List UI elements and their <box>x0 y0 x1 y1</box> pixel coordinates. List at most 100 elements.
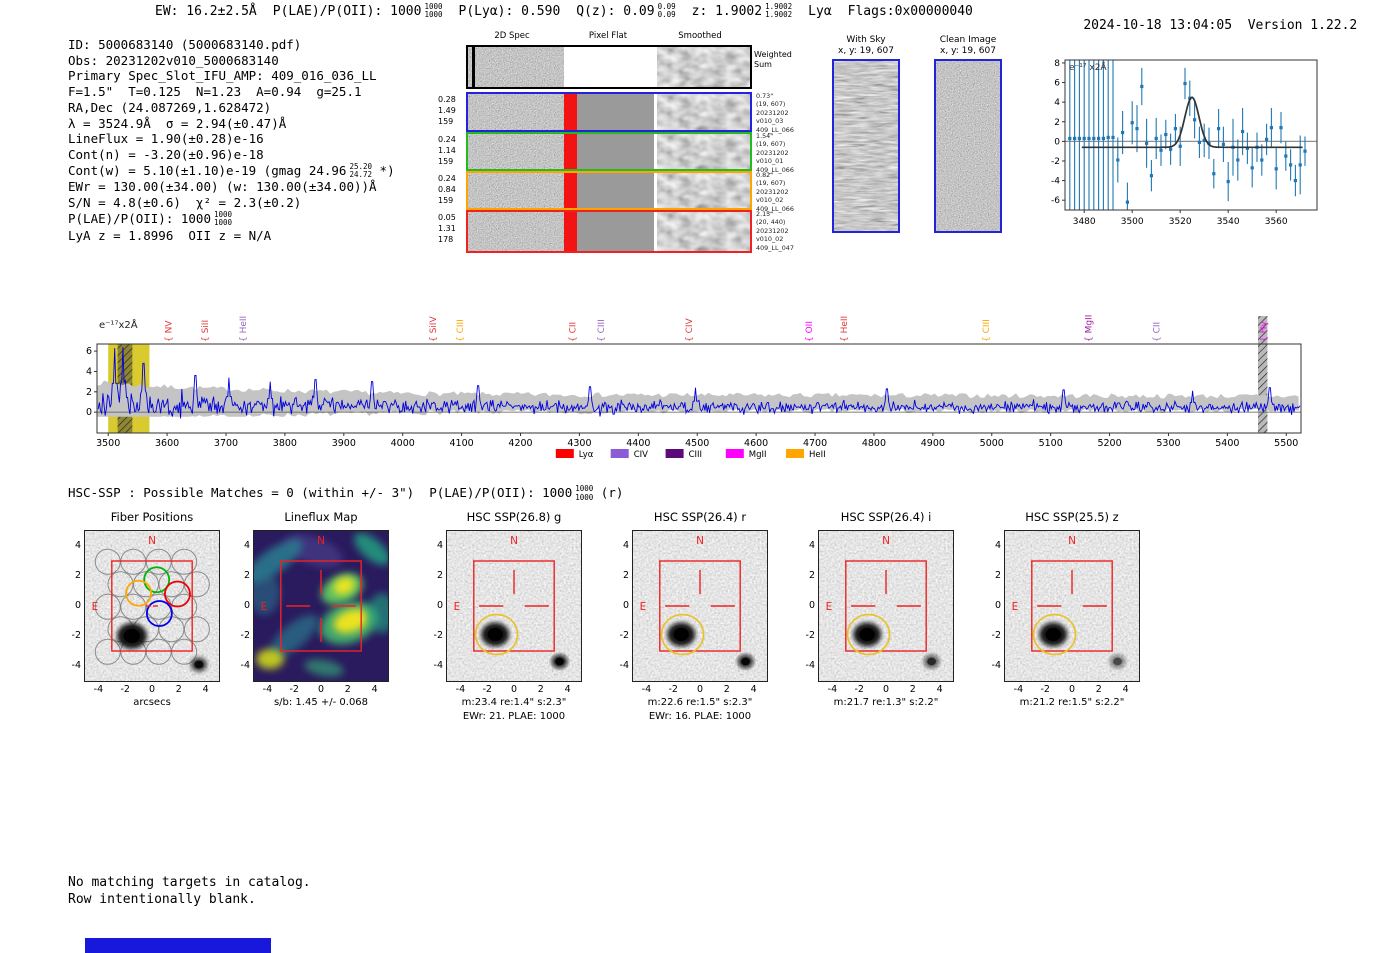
legend-swatch-Lyα <box>555 449 574 458</box>
spec2d-white-line <box>654 173 657 208</box>
header-seg-0: EW: 16.2±2.5Å <box>155 3 257 19</box>
cutout-xlabel: arcsecs <box>133 697 171 708</box>
spec2d-pixelflat-strip <box>577 212 654 251</box>
y-tick-label: 0 <box>74 600 81 611</box>
cutout-lineflux-map: Lineflux Map N E -4 -4 -2 -2 0 0 2 2 4 4 s/b: 1.45 +/… <box>224 510 418 728</box>
spec2d-row-2 <box>466 132 752 171</box>
x-tick-label: 0 <box>882 684 890 695</box>
svg-text:5100: 5100 <box>1039 438 1063 449</box>
y-tick-label: -4 <box>433 660 443 671</box>
y-tick-label: 2 <box>74 570 81 581</box>
catalog-match-circle <box>1032 613 1077 656</box>
hsc-matches-line: HSC-SSP : Possible Matches = 0 (within +… <box>68 484 639 502</box>
info-line-1: ID: 5000683140 (5000683140.pdf) <box>68 37 302 52</box>
svg-text:4800: 4800 <box>862 438 886 449</box>
header-datetime: 2024-10-18 13:04:05 Version 1.22.2 <box>1052 3 1357 48</box>
spec2d-row-1 <box>466 92 752 132</box>
compass-north-label: N <box>696 535 704 547</box>
y-tick-label: 0 <box>243 600 250 611</box>
x-tick-label: -4 <box>1013 684 1024 695</box>
x-tick-label: 4 <box>750 684 757 695</box>
with-sky-panel-title: With Sky <box>846 35 886 45</box>
info-line-7: LineFlux = 1.90(±0.28)e-16 <box>68 131 264 147</box>
y-tick-label: 2 <box>994 570 1001 581</box>
catalog-match-circle <box>660 613 705 656</box>
svg-text:4700: 4700 <box>803 438 827 449</box>
neighbor-source-circle <box>920 651 944 672</box>
svg-text:5400: 5400 <box>1215 438 1239 449</box>
spectrum-line <box>97 347 1301 419</box>
spec2d-pixelflat-strip <box>577 173 654 208</box>
legend-swatch-MgII <box>725 449 744 458</box>
cutout-xlabel: m:22.6 re:1.5" s:2.3" <box>647 697 753 708</box>
compass-east-label: E <box>454 601 461 613</box>
line-label-CII: { CII <box>1153 322 1163 342</box>
info-line-6: λ = 3524.9Å σ = 2.94(±0.47)Å <box>68 115 287 131</box>
svg-text:5000: 5000 <box>980 438 1004 449</box>
y-tick-label: 0 <box>436 600 443 611</box>
extraction-box <box>659 560 741 652</box>
spec2d-pixelflat-strip <box>564 47 654 87</box>
compass-north-label: N <box>510 535 518 547</box>
compass-north-label: N <box>882 535 890 547</box>
cutout-caption: EWr: 16. PLAE: 1000 <box>648 711 752 722</box>
spec2d-row-4-left-labels: 0.05 1.31 178 <box>438 213 456 245</box>
spec2d-white-line <box>654 94 657 130</box>
spec2d-row-3-right-labels: 0.82" (19, 607) 20231202 v010_02 409_LL_066 <box>756 171 794 213</box>
line-label-CIII: { CIII <box>597 319 607 342</box>
svg-text:6: 6 <box>86 346 92 357</box>
line-label-CIV: { CIV <box>685 317 695 342</box>
fiber-circle-green <box>143 566 171 594</box>
legend-label-CIV: CIV <box>634 450 648 460</box>
spec2d-row-2-right-labels: 1.54" (19, 607) 20231202 v010_01 409_LL_066 <box>756 132 794 174</box>
emission-line-fit-plot: -6 -4 -2 0 2 4 6 8 3480 3500 3520 3540 3560 e⁻¹⁷ x2Å <box>1035 48 1325 238</box>
cutout-hsc-ssp-25-5-z: HSC SSP(25.5) z N E -4 -4 -2 -2 0 0 2 2 4 4 m:21.2 re… <box>975 510 1169 728</box>
neighbor-source-circle <box>548 651 572 672</box>
spec2d-smoothed-strip <box>657 94 750 130</box>
extraction-box <box>473 560 555 652</box>
legend-swatch-CIV <box>610 449 629 458</box>
svg-text:3700: 3700 <box>214 438 238 449</box>
y-tick-label: -4 <box>805 660 815 671</box>
extraction-box <box>111 560 193 652</box>
x-tick-label: 0 <box>148 684 156 695</box>
y-tick-label: 2 <box>243 570 250 581</box>
line-label-HeII: { HeII <box>840 316 850 342</box>
svg-text:6: 6 <box>1054 79 1060 89</box>
fiber-circle-orange <box>125 579 152 607</box>
y-tick-label: 0 <box>994 600 1001 611</box>
clean-image-panel <box>934 59 1002 233</box>
extraction-box <box>845 560 927 652</box>
compass-north-label: N <box>148 535 156 547</box>
spec2d-red-band <box>564 212 577 251</box>
svg-text:3520: 3520 <box>1169 217 1192 227</box>
info-line-5: RA,Dec (24.087269,1.628472) <box>68 99 272 115</box>
info-line-8: Cont(n) = -3.20(±0.96)e-18 <box>68 146 264 162</box>
spec2d-pixelflat-strip <box>577 134 654 169</box>
neighbor-source-circle <box>1106 651 1130 672</box>
spec2d-smoothed-strip <box>657 47 750 87</box>
info-line-10: EWr = 130.00(±34.00) (w: 130.00(±34.00))… <box>68 179 377 195</box>
cutout-xlabel: m:21.7 re:1.3" s:2.2" <box>833 697 939 708</box>
info-line-11: S/N = 4.8(±0.6) χ² = 2.3(±0.2) <box>68 195 302 211</box>
spec2d-row-0 <box>466 45 752 89</box>
spec2d-noise-strip <box>468 94 564 130</box>
header-seg-3: Q(z): 0.09 0.09 0.09 <box>576 2 676 20</box>
fiber-circle-blue <box>145 600 173 627</box>
y-tick-label: 0 <box>622 600 629 611</box>
cutout-hsc-ssp-26-8-g: HSC SSP(26.8) g N E -4 -4 -2 -2 0 0 2 2 4 4 m:23.4 re… <box>417 510 611 728</box>
fiber-circle-red <box>164 580 191 608</box>
x-tick-label: 2 <box>723 684 730 695</box>
line-label-SiII: { SiII <box>201 320 211 342</box>
cutout-hsc-ssp-26-4-i: HSC SSP(26.4) i N E -4 -4 -2 -2 0 0 2 2 4 4 m:21.7 re… <box>789 510 983 728</box>
y-tick-label: -2 <box>240 630 250 641</box>
spec2d-row-3-left-labels: 0.24 0.84 159 <box>438 174 456 206</box>
compass-east-label: E <box>826 601 833 613</box>
compass-north-label: N <box>317 535 325 547</box>
spec2d-column-header-3: Smoothed <box>678 31 722 41</box>
svg-text:5200: 5200 <box>1097 438 1121 449</box>
x-tick-label: 4 <box>202 684 209 695</box>
x-tick-label: 0 <box>1068 684 1076 695</box>
